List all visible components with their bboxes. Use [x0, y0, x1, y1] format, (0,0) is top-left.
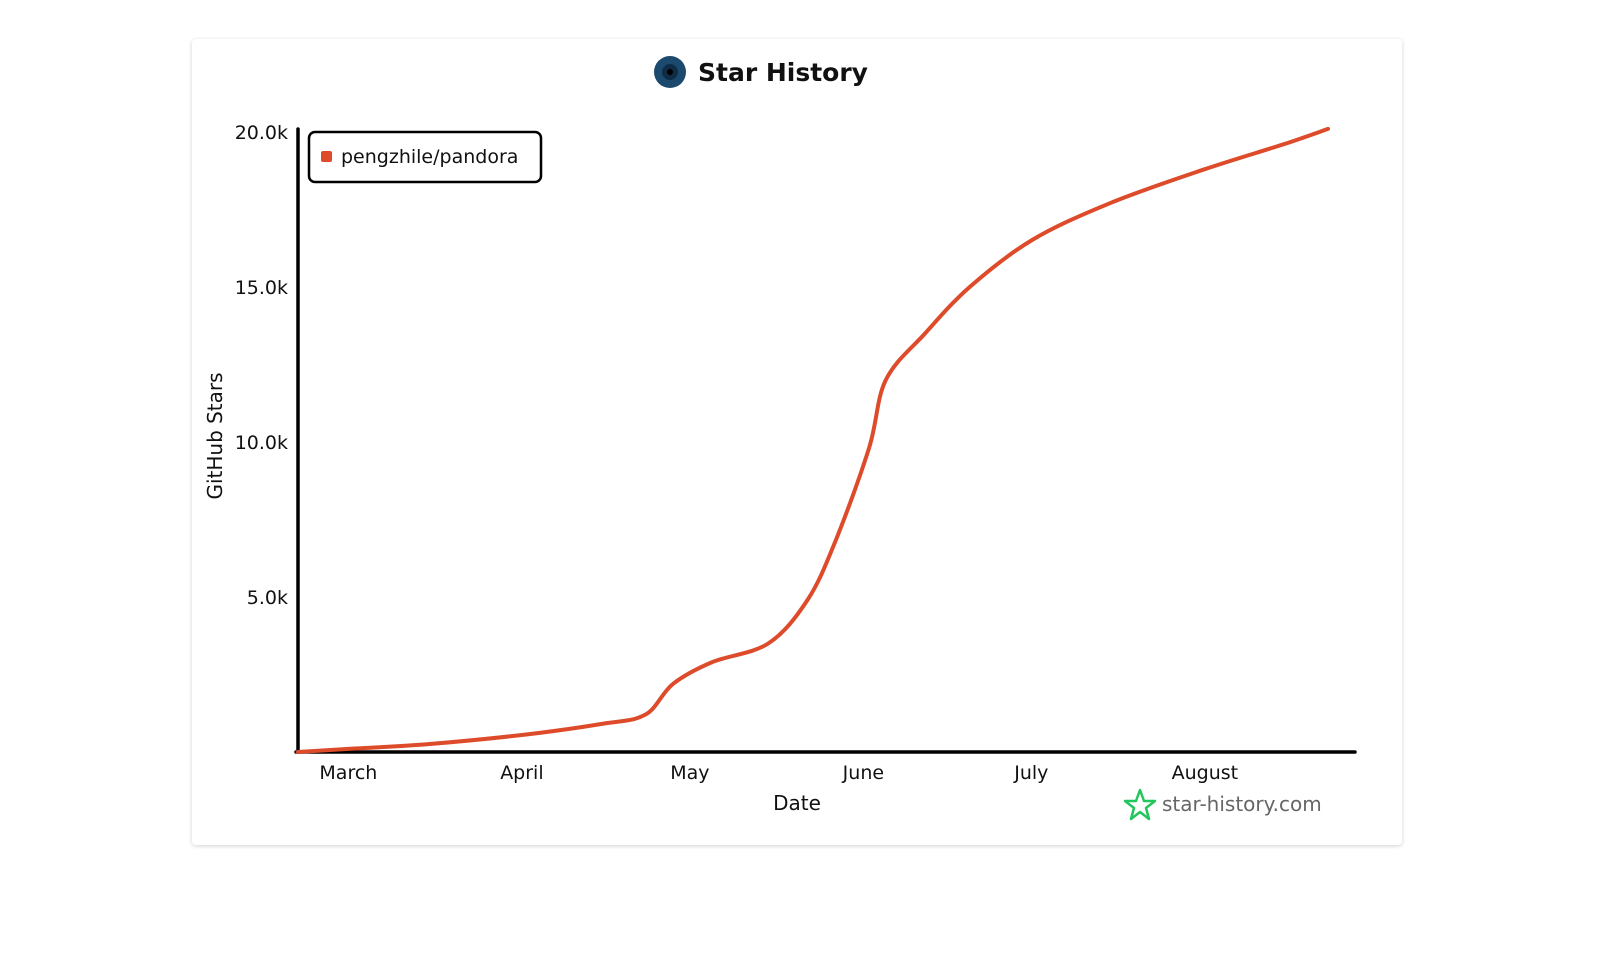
y-tick-label: 10.0k: [235, 432, 288, 454]
x-tick-label: July: [1013, 762, 1048, 784]
chart-card: Star History 5.0k 10.0k 15.0k 20.0k March Ap…: [192, 39, 1402, 845]
legend-swatch: [321, 151, 332, 162]
credit-text[interactable]: star-history.com: [1162, 792, 1322, 816]
legend-box: [307, 130, 543, 184]
y-tick-label: 5.0k: [247, 587, 288, 609]
legend: pengzhile/pandora: [307, 130, 543, 184]
eye-logo-pupil: [667, 69, 673, 75]
x-tick-label: May: [670, 762, 709, 784]
star-icon: [1123, 788, 1157, 821]
chart-title: Star History: [698, 58, 868, 87]
legend-label: pengzhile/pandora: [341, 146, 518, 168]
star-history-chart: Star History 5.0k 10.0k 15.0k 20.0k March Ap…: [203, 56, 1357, 821]
credit[interactable]: star-history.com: [1123, 788, 1322, 821]
series-line-pengzhile-pandora: [296, 126, 1330, 754]
y-axis-label: GitHub Stars: [203, 372, 227, 499]
title-group: Star History: [654, 56, 868, 88]
y-ticks: 5.0k 10.0k 15.0k 20.0k: [235, 122, 288, 609]
y-tick-label: 20.0k: [235, 122, 288, 144]
x-axis-label: Date: [773, 791, 821, 815]
x-tick-label: March: [319, 762, 377, 784]
x-tick-label: April: [500, 762, 543, 784]
x-ticks: March April May June July August: [319, 762, 1238, 784]
y-tick-label: 15.0k: [235, 277, 288, 299]
x-tick-label: June: [842, 762, 884, 784]
x-tick-label: August: [1172, 762, 1239, 784]
